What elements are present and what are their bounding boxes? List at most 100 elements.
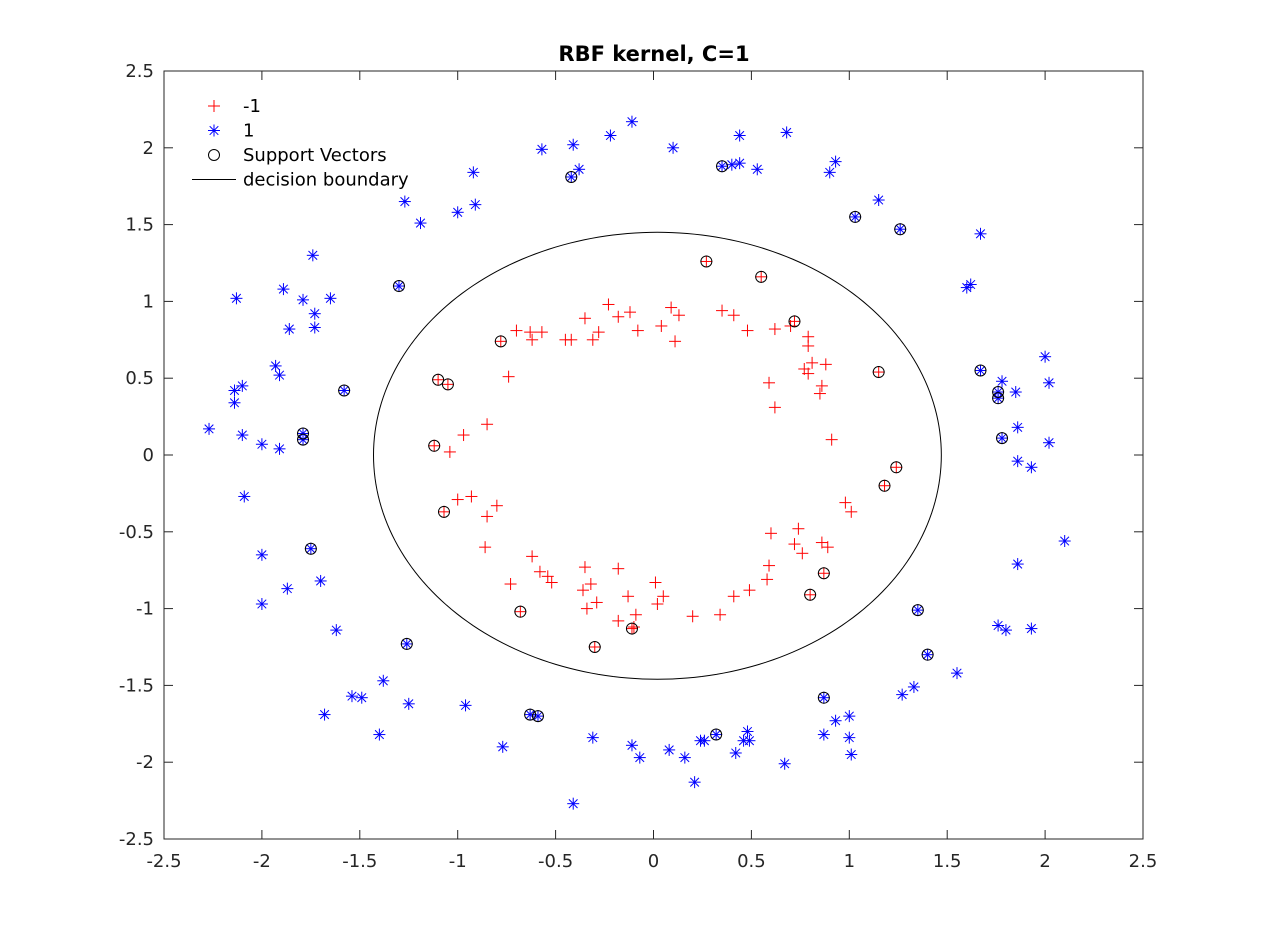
support-vector-marker — [788, 315, 801, 328]
support-vector-marker — [514, 605, 527, 618]
data-point-pos — [996, 432, 1009, 445]
positive-class-points — [203, 115, 1071, 810]
data-point-pos — [392, 280, 405, 293]
data-point-neg — [524, 326, 537, 339]
data-point-neg — [878, 479, 891, 492]
data-point-pos — [999, 624, 1012, 637]
data-point-neg — [510, 324, 523, 337]
legend-label: -1 — [243, 96, 261, 117]
data-point-neg — [763, 376, 776, 389]
data-point-pos — [1043, 436, 1056, 449]
data-point-pos — [694, 734, 707, 747]
negative-class-points — [428, 255, 903, 653]
data-point-neg — [755, 270, 768, 283]
x-tick-label: 0.5 — [737, 851, 766, 872]
data-point-neg — [665, 301, 678, 314]
data-point-pos — [911, 604, 924, 617]
data-point-pos — [1039, 350, 1052, 363]
data-point-neg — [802, 339, 815, 352]
data-point-neg — [580, 602, 593, 615]
legend-marker-plus — [208, 100, 220, 112]
data-point-pos — [255, 548, 268, 561]
data-point-pos — [567, 138, 580, 151]
data-point-pos — [269, 359, 282, 372]
data-point-neg — [465, 490, 478, 503]
data-point-pos — [573, 163, 586, 176]
support-vector-marker — [872, 366, 885, 379]
y-tick-label: -1 — [136, 599, 154, 620]
data-point-neg — [443, 445, 456, 458]
data-point-neg — [768, 401, 781, 414]
data-point-neg — [727, 309, 740, 322]
data-point-neg — [578, 561, 591, 574]
data-point-pos — [255, 597, 268, 610]
data-point-pos — [1043, 376, 1056, 389]
data-point-pos — [716, 160, 729, 173]
data-point-pos — [1009, 386, 1022, 399]
data-point-neg — [565, 333, 578, 346]
data-point-neg — [514, 605, 527, 618]
data-point-pos — [451, 206, 464, 219]
data-point-pos — [733, 129, 746, 142]
support-vector-marker — [700, 255, 713, 268]
x-tick-label: -1 — [449, 851, 467, 872]
data-point-pos — [283, 323, 296, 336]
data-point-pos — [377, 674, 390, 687]
support-vector-marker — [996, 432, 1009, 445]
data-point-pos — [400, 637, 413, 650]
data-point-pos — [604, 129, 617, 142]
support-vector-marker — [437, 505, 450, 518]
y-tick-label: -1.5 — [119, 675, 154, 696]
x-tick-label: -2 — [253, 851, 271, 872]
plot-axes: -2.5 -2 -1.5 -1 -0.5 0 0.5 1 1.5 2 2.5 -2.5 -2 -1.5 -1… — [119, 61, 1157, 872]
data-point-neg — [686, 610, 699, 623]
data-point-neg — [802, 367, 815, 380]
data-point-pos — [297, 427, 310, 440]
data-point-neg — [479, 541, 492, 554]
data-point-neg — [655, 319, 668, 332]
data-point-neg — [625, 622, 638, 635]
data-point-neg — [669, 335, 682, 348]
support-vector-marker — [716, 160, 729, 173]
data-point-pos — [330, 624, 343, 637]
data-point-pos — [459, 699, 472, 712]
legend-item: Support Vectors — [208, 145, 387, 166]
data-point-neg — [622, 590, 635, 603]
data-point-pos — [729, 746, 742, 759]
data-point-neg — [763, 559, 776, 572]
y-tick-label: 1.5 — [125, 215, 154, 236]
data-point-neg — [590, 596, 603, 609]
data-point-pos — [872, 194, 885, 207]
data-point-neg — [535, 326, 548, 339]
support-vector-marker — [911, 604, 924, 617]
support-vector-marker — [878, 479, 891, 492]
support-vector-marker — [894, 223, 907, 236]
chart-title: RBF kernel, C=1 — [558, 42, 749, 66]
data-point-pos — [849, 210, 862, 223]
data-point-pos — [688, 776, 701, 789]
data-point-neg — [821, 541, 834, 554]
data-point-neg — [504, 578, 517, 591]
y-tick-label: 0.5 — [125, 368, 154, 389]
decision-boundary-layer — [373, 231, 942, 680]
data-point-pos — [896, 688, 909, 701]
data-point-pos — [817, 728, 830, 741]
data-point-pos — [845, 748, 858, 761]
x-tick-label: -2.5 — [146, 851, 181, 872]
data-point-pos — [324, 292, 337, 305]
data-point-neg — [651, 597, 664, 610]
data-point-pos — [992, 392, 1005, 405]
data-point-pos — [236, 379, 249, 392]
support-vector-marker — [338, 384, 351, 397]
data-point-pos — [228, 396, 241, 409]
data-point-neg — [612, 562, 625, 575]
data-point-neg — [586, 333, 599, 346]
support-vector-marker — [710, 728, 723, 741]
data-point-pos — [345, 690, 358, 703]
data-point-neg — [481, 510, 494, 523]
data-point-neg — [657, 590, 670, 603]
data-point-pos — [308, 321, 321, 334]
support-vector-marker — [297, 427, 310, 440]
data-point-neg — [602, 298, 615, 311]
